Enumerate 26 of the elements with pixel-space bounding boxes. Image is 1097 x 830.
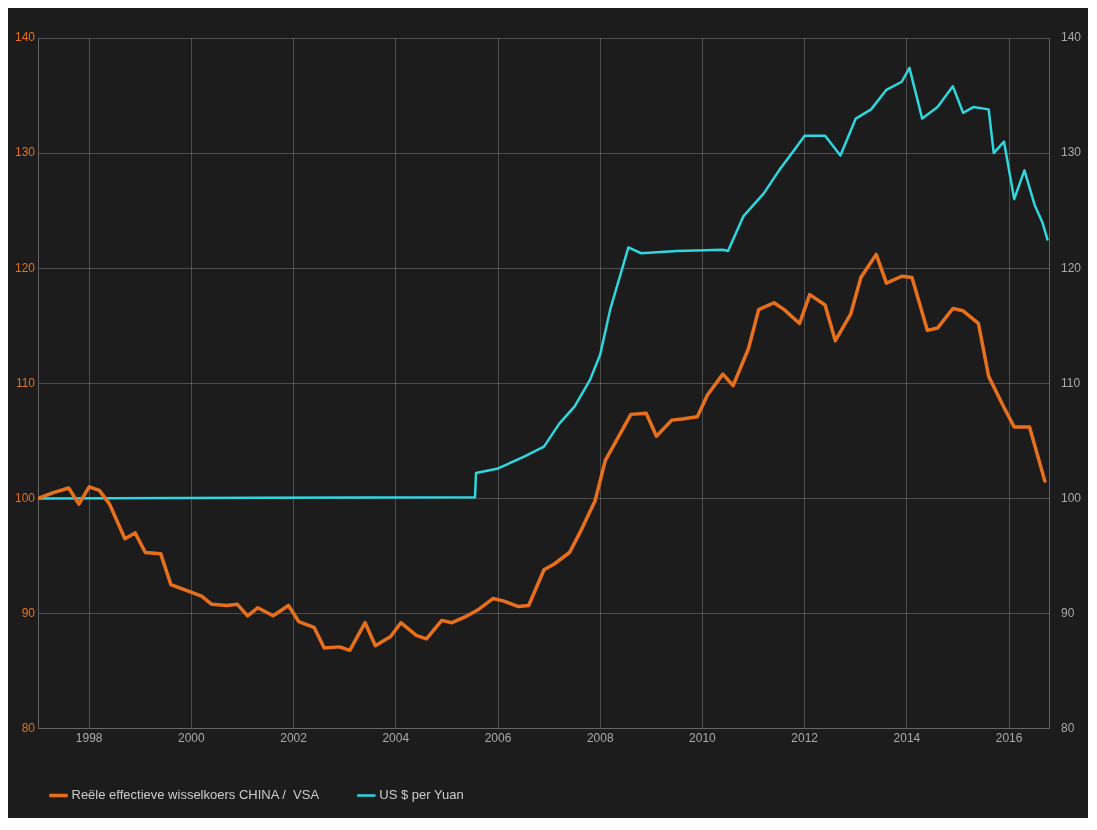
legend-label: Reële effectieve wisselkoers CHINA / VSA bbox=[71, 787, 320, 803]
y-tick-label: 110 bbox=[15, 375, 36, 390]
y-tick-label: 90 bbox=[21, 605, 36, 620]
legend-label: US $ per Yuan bbox=[379, 787, 464, 803]
x-tick-label: 1998 bbox=[75, 731, 103, 746]
y2-tick-label: 110 bbox=[1060, 375, 1081, 390]
x-tick-label: 2002 bbox=[280, 731, 308, 746]
x-tick-label: 2006 bbox=[484, 731, 512, 746]
y2-tick-label: 140 bbox=[1060, 30, 1082, 45]
x-tick-label: 2016 bbox=[995, 731, 1023, 746]
y2-tick-label: 90 bbox=[1060, 605, 1075, 620]
x-tick-label: 2010 bbox=[689, 731, 717, 746]
y-tick-label: 120 bbox=[14, 260, 36, 275]
y2-tick-label: 120 bbox=[1060, 260, 1082, 275]
y-tick-label: 140 bbox=[14, 30, 36, 45]
y2-tick-label: 100 bbox=[1060, 490, 1082, 505]
x-tick-label: 2014 bbox=[893, 731, 921, 746]
x-tick-label: 2000 bbox=[178, 731, 206, 746]
y-tick-label: 80 bbox=[21, 720, 36, 735]
y2-tick-label: 80 bbox=[1060, 720, 1075, 735]
y2-tick-label: 130 bbox=[1060, 145, 1082, 160]
y-tick-label: 100 bbox=[14, 490, 36, 505]
x-tick-label: 2008 bbox=[586, 731, 614, 746]
x-tick-label: 2012 bbox=[791, 731, 819, 746]
x-tick-label: 2004 bbox=[382, 731, 410, 746]
y-tick-label: 130 bbox=[14, 145, 36, 160]
